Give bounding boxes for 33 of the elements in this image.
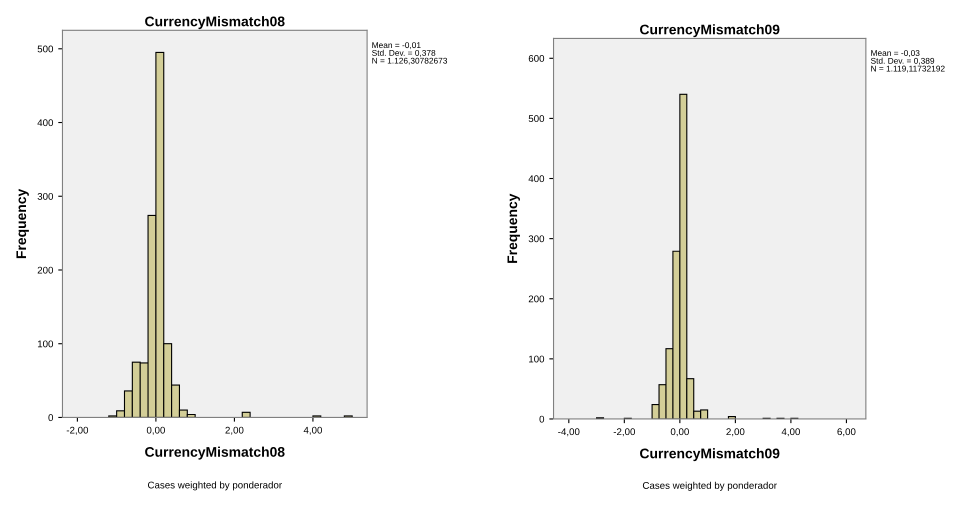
text: Mean = -0,03 Std. Dev. = 0,389 N = 1.119,11732192 [870,50,945,73]
x-axis-title: CurrencyMismatch09 [640,448,780,462]
x-tick-label: -2,00 [614,428,636,436]
text: Mean = -0,01 Std. Dev. = 0,378 N = 1.126,30782673 [372,42,448,65]
y-tick-label: 0 [539,416,544,423]
y-tick-label: 100 [529,356,544,362]
y-axis-title: Frequency [16,188,29,258]
y-axis-title: Frequency [508,194,520,263]
y-tick-label: 500 [528,115,544,122]
x-tick-label: 0,00 [146,426,165,435]
text: Cases weighted by ponderador [148,481,282,490]
y-tick-label: 600 [528,55,544,62]
y-tick-label: 0 [48,414,54,422]
y-tick-label: 400 [528,175,544,182]
x-tick-label: 6,00 [837,428,856,436]
y-tick-label: 100 [38,340,54,348]
y-tick-label: 300 [528,235,544,242]
x-axis-title: CurrencyMismatch08 [145,446,285,460]
x-tick-label: 4,00 [304,426,322,435]
x-tick-label: 2,00 [225,426,244,435]
text: Cases weighted by ponderador [642,482,777,491]
chart-title: CurrencyMismatch08 [145,16,285,30]
chart-title: CurrencyMismatch09 [640,24,780,38]
y-tick-label: 500 [38,46,54,52]
y-tick-label: 200 [528,295,544,302]
y-tick-label: 400 [37,119,54,126]
y-tick-label: 300 [38,192,54,200]
x-tick-label: 0,00 [670,428,689,436]
x-tick-label: -2,00 [66,426,88,435]
x-tick-label: 4,00 [782,428,800,436]
y-tick-label: 200 [38,266,54,274]
x-tick-label: 2,00 [726,428,744,436]
x-tick-label: -4,00 [558,428,580,436]
